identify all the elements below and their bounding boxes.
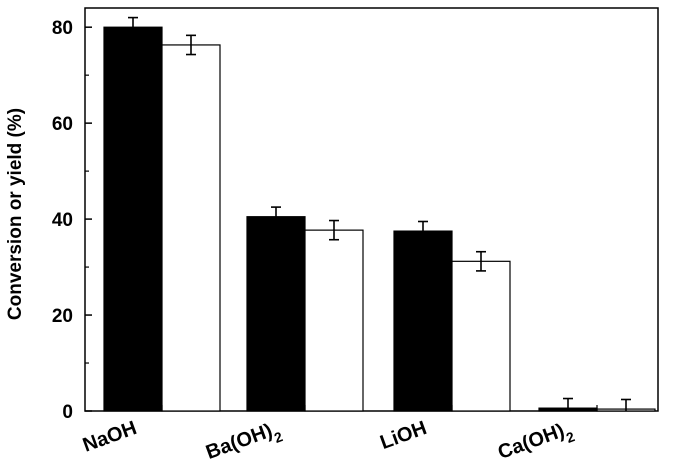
y-axis-title: Conversion or yield (%): [5, 108, 26, 320]
y-tick-label: 20: [52, 306, 73, 327]
y-tick-label: 60: [52, 114, 73, 135]
plot-frame: [84, 7, 659, 412]
bar: [161, 44, 221, 412]
y-tick-label: 0: [62, 402, 73, 423]
y-tick-label: 80: [52, 18, 73, 39]
bar: [304, 229, 364, 412]
bar: [451, 260, 511, 412]
plot-area: 0 20 40 60 80 NaOH Ba(OH)2 LiOH Ca(OH)2: [52, 7, 659, 470]
x-category-label: LiOH: [377, 417, 429, 454]
x-category-label: Ca(OH)2: [495, 417, 577, 470]
bar: [393, 230, 453, 412]
bar: [246, 216, 306, 412]
x-category-label: NaOH: [80, 417, 140, 457]
x-category-label: Ba(OH)2: [203, 417, 285, 470]
bar: [103, 26, 163, 412]
y-tick-label: 40: [52, 210, 73, 231]
